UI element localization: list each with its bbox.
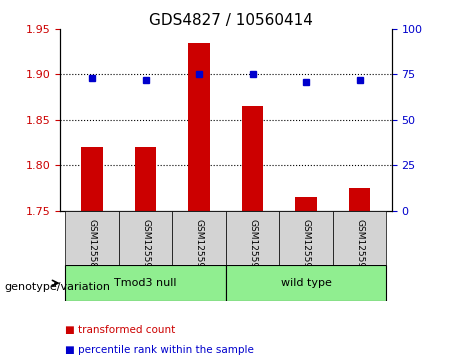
Bar <box>349 188 371 211</box>
FancyBboxPatch shape <box>226 211 279 265</box>
Text: GSM1255902: GSM1255902 <box>248 219 257 279</box>
Text: GSM1255904: GSM1255904 <box>355 219 364 279</box>
Bar <box>189 42 210 211</box>
FancyBboxPatch shape <box>119 211 172 265</box>
Text: wild type: wild type <box>281 278 331 288</box>
Text: GSM1255901: GSM1255901 <box>195 219 204 280</box>
Text: GSM1255899: GSM1255899 <box>88 219 96 280</box>
FancyBboxPatch shape <box>226 265 386 301</box>
Bar <box>296 197 317 211</box>
Text: GSM1255900: GSM1255900 <box>141 219 150 280</box>
FancyBboxPatch shape <box>333 211 386 265</box>
Text: ■ transformed count: ■ transformed count <box>65 325 175 335</box>
Text: GDS4827 / 10560414: GDS4827 / 10560414 <box>148 13 313 28</box>
FancyBboxPatch shape <box>279 211 333 265</box>
FancyBboxPatch shape <box>172 211 226 265</box>
Text: GSM1255903: GSM1255903 <box>301 219 311 280</box>
FancyBboxPatch shape <box>65 211 119 265</box>
Bar <box>242 106 263 211</box>
Bar <box>135 147 156 211</box>
Bar <box>81 147 103 211</box>
Text: Tmod3 null: Tmod3 null <box>114 278 177 288</box>
FancyBboxPatch shape <box>65 265 226 301</box>
Text: genotype/variation: genotype/variation <box>5 282 111 292</box>
Text: ■ percentile rank within the sample: ■ percentile rank within the sample <box>65 345 254 355</box>
